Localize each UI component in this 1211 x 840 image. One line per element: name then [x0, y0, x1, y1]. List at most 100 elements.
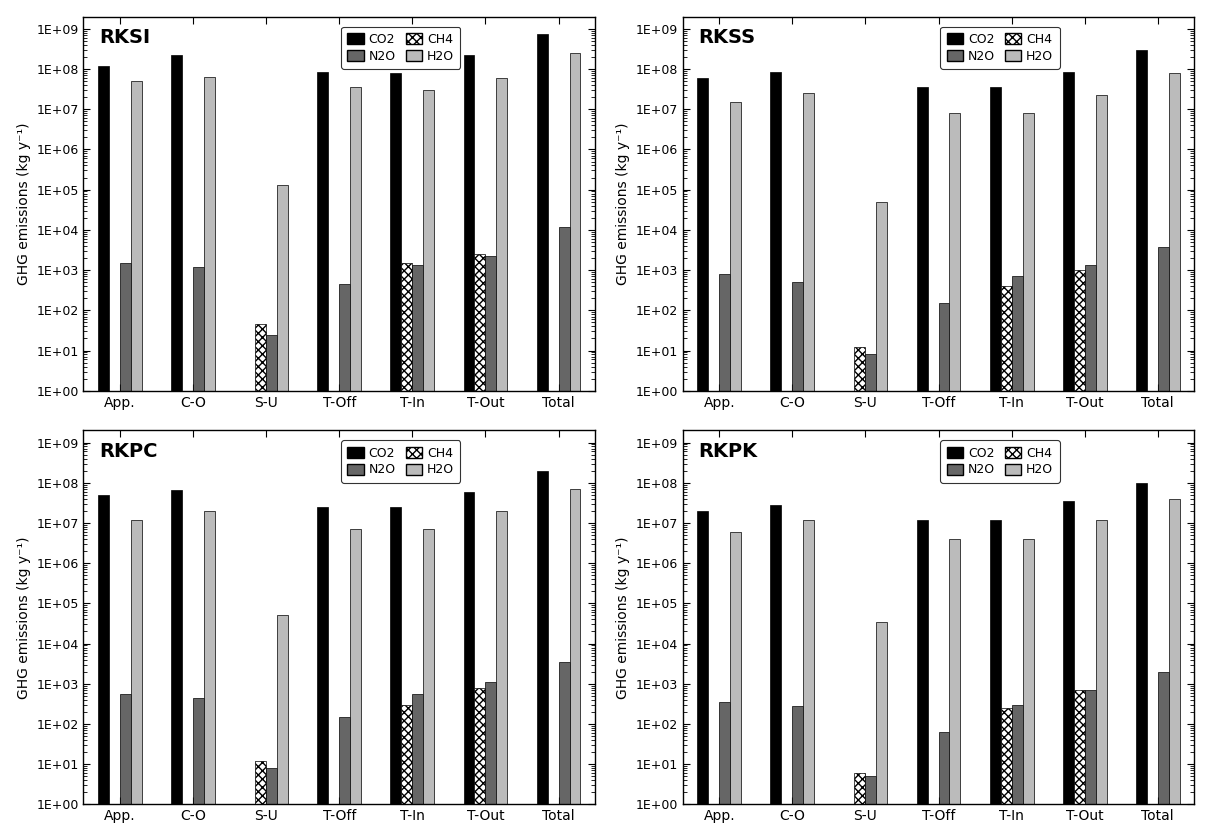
- Bar: [256, 324, 266, 840]
- Bar: [558, 662, 569, 840]
- Bar: [317, 507, 328, 840]
- Bar: [917, 520, 928, 840]
- Bar: [109, 805, 120, 840]
- Bar: [917, 87, 928, 840]
- Bar: [205, 511, 216, 840]
- Bar: [1074, 690, 1085, 840]
- Bar: [719, 702, 730, 840]
- Bar: [1000, 286, 1011, 840]
- Bar: [547, 391, 558, 840]
- Bar: [781, 805, 792, 840]
- Bar: [266, 334, 277, 840]
- Bar: [1169, 499, 1180, 840]
- Bar: [770, 505, 781, 840]
- Bar: [131, 520, 142, 840]
- Bar: [1147, 391, 1158, 840]
- Bar: [256, 761, 266, 840]
- Bar: [1169, 73, 1180, 840]
- Text: RKPC: RKPC: [99, 442, 157, 460]
- Bar: [569, 53, 580, 840]
- Bar: [1000, 708, 1011, 840]
- Bar: [949, 113, 960, 840]
- Bar: [401, 263, 413, 840]
- Bar: [424, 90, 435, 840]
- Bar: [1158, 672, 1169, 840]
- Bar: [719, 274, 730, 840]
- Bar: [1136, 50, 1147, 840]
- Bar: [328, 805, 339, 840]
- Legend: CO2, N2O, CH4, H2O: CO2, N2O, CH4, H2O: [342, 27, 460, 69]
- Bar: [1063, 72, 1074, 840]
- Bar: [536, 34, 547, 840]
- Bar: [245, 391, 256, 840]
- Bar: [475, 254, 486, 840]
- Bar: [949, 539, 960, 840]
- Bar: [339, 717, 350, 840]
- Bar: [928, 391, 939, 840]
- Bar: [182, 391, 193, 840]
- Bar: [989, 87, 1000, 840]
- Bar: [939, 303, 949, 840]
- Bar: [1096, 96, 1107, 840]
- Bar: [1136, 483, 1147, 840]
- Bar: [792, 282, 803, 840]
- Bar: [770, 72, 781, 840]
- Legend: CO2, N2O, CH4, H2O: CO2, N2O, CH4, H2O: [940, 440, 1060, 483]
- Bar: [1022, 539, 1033, 840]
- Y-axis label: GHG emissions (kg y⁻¹): GHG emissions (kg y⁻¹): [17, 123, 30, 285]
- Bar: [989, 520, 1000, 840]
- Bar: [245, 805, 256, 840]
- Bar: [1096, 520, 1107, 840]
- Bar: [486, 682, 497, 840]
- Bar: [339, 284, 350, 840]
- Bar: [390, 507, 401, 840]
- Bar: [277, 616, 288, 840]
- Bar: [193, 267, 205, 840]
- Text: RKPK: RKPK: [698, 442, 757, 460]
- Bar: [569, 489, 580, 840]
- Bar: [844, 805, 855, 840]
- Bar: [98, 495, 109, 840]
- Bar: [131, 81, 142, 840]
- Bar: [413, 695, 424, 840]
- Bar: [1011, 276, 1022, 840]
- Bar: [350, 529, 361, 840]
- Bar: [205, 76, 216, 840]
- Bar: [277, 185, 288, 840]
- Bar: [877, 202, 888, 840]
- Bar: [497, 511, 507, 840]
- Bar: [558, 227, 569, 840]
- Bar: [1011, 705, 1022, 840]
- Y-axis label: GHG emissions (kg y⁻¹): GHG emissions (kg y⁻¹): [616, 536, 630, 699]
- Bar: [1085, 690, 1096, 840]
- Bar: [98, 66, 109, 840]
- Bar: [844, 391, 855, 840]
- Bar: [855, 347, 866, 840]
- Bar: [120, 695, 131, 840]
- Bar: [328, 391, 339, 840]
- Bar: [1147, 805, 1158, 840]
- Bar: [877, 622, 888, 840]
- Bar: [350, 87, 361, 840]
- Legend: CO2, N2O, CH4, H2O: CO2, N2O, CH4, H2O: [940, 27, 1060, 69]
- Text: RKSS: RKSS: [698, 28, 756, 47]
- Bar: [317, 72, 328, 840]
- Bar: [109, 391, 120, 840]
- Bar: [928, 805, 939, 840]
- Bar: [266, 768, 277, 840]
- Bar: [730, 102, 741, 840]
- Bar: [1063, 501, 1074, 840]
- Bar: [866, 776, 877, 840]
- Bar: [939, 732, 949, 840]
- Bar: [698, 78, 708, 840]
- Bar: [547, 805, 558, 840]
- Bar: [866, 354, 877, 840]
- Y-axis label: GHG emissions (kg y⁻¹): GHG emissions (kg y⁻¹): [616, 123, 630, 285]
- Bar: [855, 773, 866, 840]
- Bar: [1022, 113, 1033, 840]
- Y-axis label: GHG emissions (kg y⁻¹): GHG emissions (kg y⁻¹): [17, 536, 30, 699]
- Bar: [536, 470, 547, 840]
- Bar: [193, 698, 205, 840]
- Text: RKSI: RKSI: [99, 28, 150, 47]
- Bar: [120, 263, 131, 840]
